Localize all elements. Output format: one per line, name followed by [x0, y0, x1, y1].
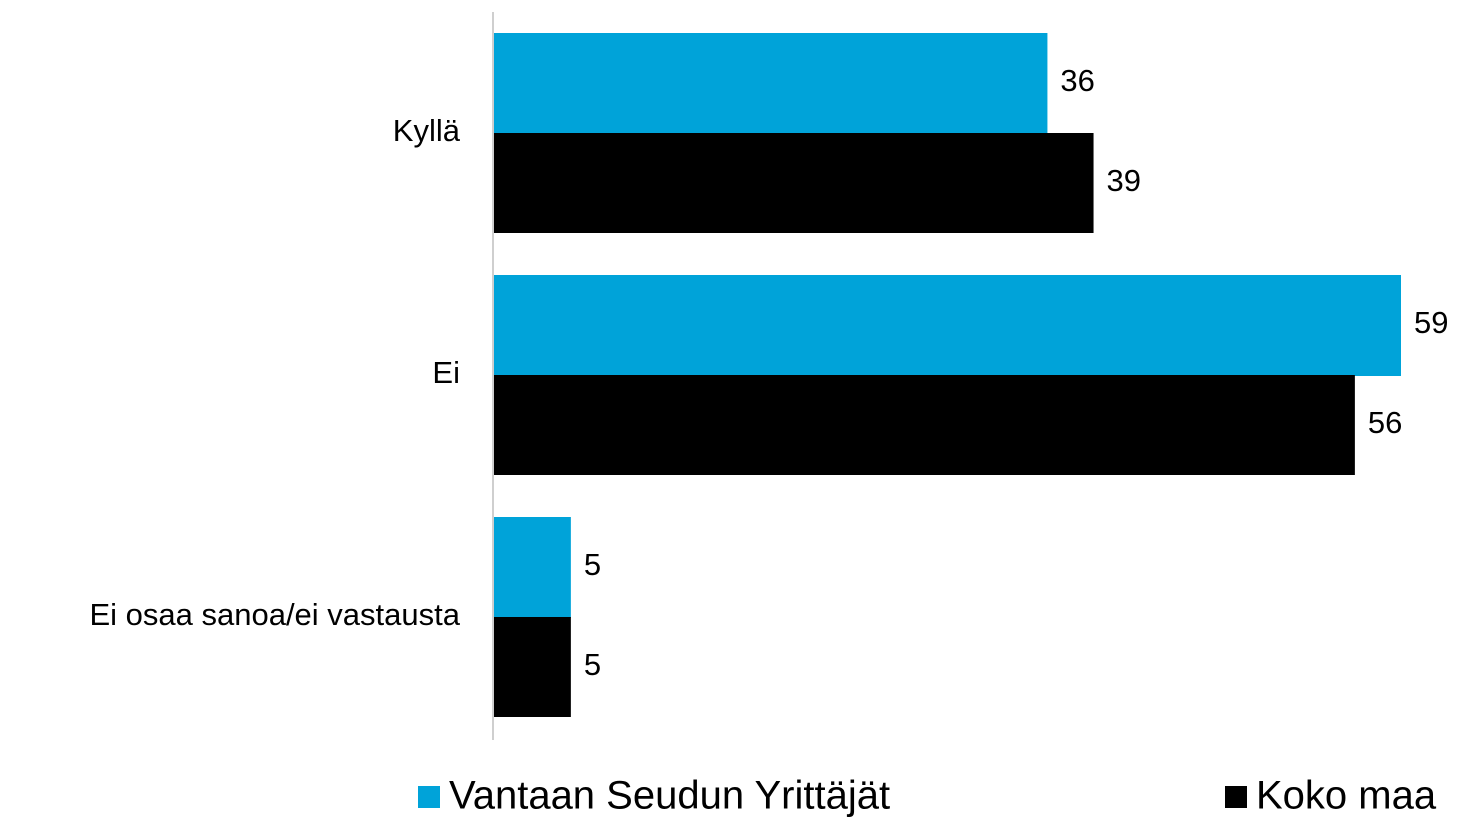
value-label: 56 — [1368, 405, 1402, 440]
value-label: 39 — [1107, 163, 1141, 198]
value-label: 36 — [1060, 63, 1094, 98]
bar — [494, 275, 1401, 376]
legend-label: Vantaan Seudun Yrittäjät — [449, 774, 890, 817]
category-label: Ei — [432, 355, 460, 390]
category-label: Kyllä — [393, 113, 461, 148]
bar — [494, 517, 571, 618]
legend-label: Koko maa — [1256, 774, 1437, 817]
bar — [494, 617, 571, 717]
bar — [494, 33, 1048, 134]
value-label: 5 — [584, 647, 601, 682]
value-label: 5 — [584, 547, 601, 582]
legend-swatch — [418, 786, 440, 808]
legend-swatch — [1225, 786, 1247, 808]
bar — [494, 133, 1094, 233]
value-label: 59 — [1414, 305, 1448, 340]
category-label: Ei osaa sanoa/ei vastausta — [89, 597, 460, 632]
bar — [494, 375, 1355, 475]
